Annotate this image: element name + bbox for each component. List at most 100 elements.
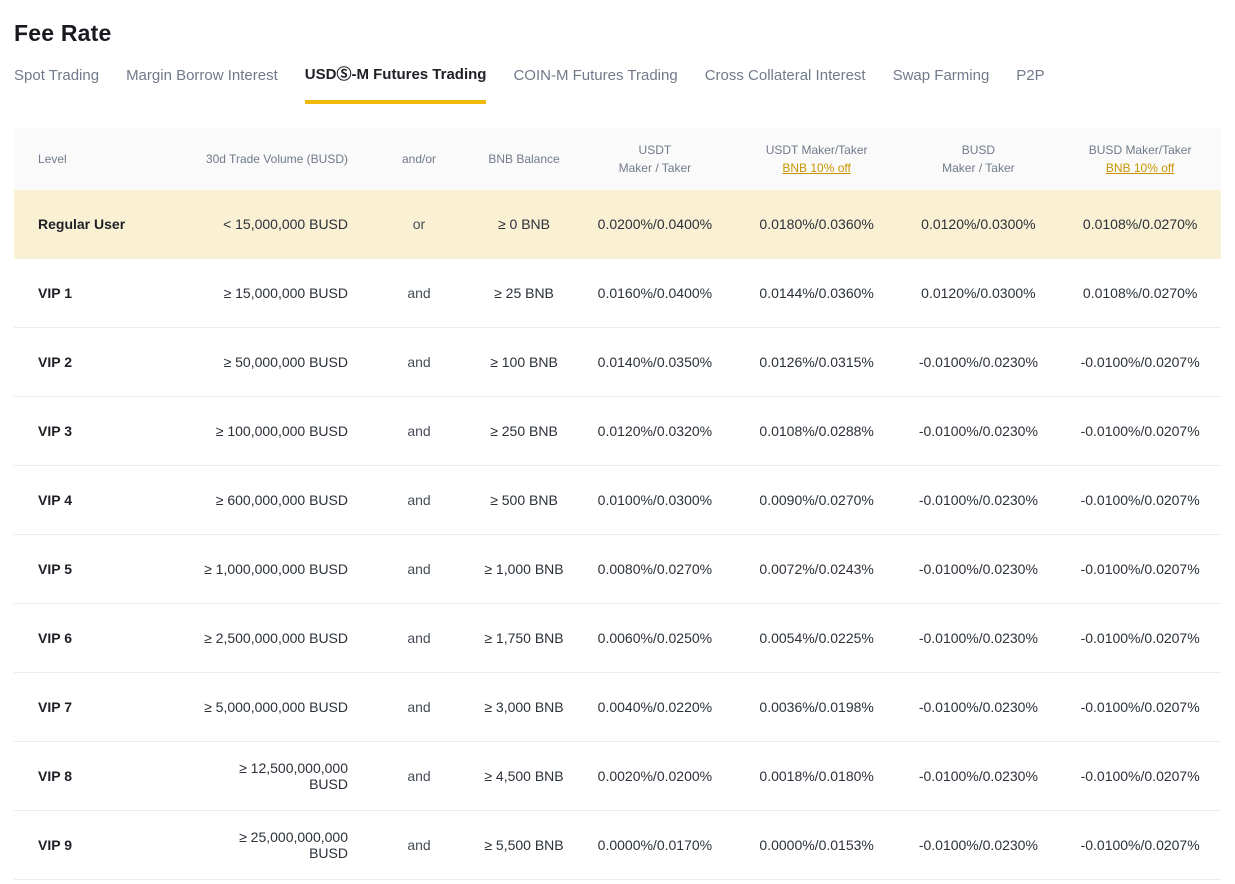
cell-trade-volume: ≥ 2,500,000,000 BUSD	[204, 630, 348, 646]
cell-usdt-bnb-fee: 0.0090%/0.0270%	[759, 492, 874, 508]
cell-level: VIP 2	[38, 354, 72, 370]
usdt-bnb-discount-link[interactable]: BNB 10% off	[782, 161, 851, 175]
tab-label: Cross Collateral Interest	[704, 67, 866, 84]
cell-bnb-balance: ≥ 500 BNB	[490, 492, 558, 508]
cell-usdt-bnb-fee: 0.0072%/0.0243%	[759, 561, 874, 577]
cell-trade-volume: ≥ 15,000,000 BUSD	[223, 285, 348, 301]
table-row: Regular User < 15,000,000 BUSD or ≥ 0 BN…	[14, 190, 1221, 259]
table-row: VIP 2 ≥ 50,000,000 BUSD and ≥ 100 BNB 0.…	[14, 328, 1221, 397]
cell-andor: and	[407, 354, 431, 370]
header-usdt-line1: USDT	[638, 143, 672, 157]
header-busd-bnb-line1: BUSD Maker/Taker	[1088, 143, 1192, 157]
cell-level: VIP 3	[38, 423, 72, 439]
table-row: VIP 8 ≥ 12,500,000,000 BUSD and ≥ 4,500 …	[14, 742, 1221, 811]
header-andor: and/or	[401, 152, 437, 166]
tab-swap-farming[interactable]: Swap Farming	[893, 67, 990, 104]
cell-andor: and	[407, 492, 431, 508]
tab-usd-m-futures-trading[interactable]: USDⓈ-M Futures Trading	[304, 63, 487, 104]
cell-busd-fee: -0.0100%/0.0230%	[918, 354, 1038, 370]
tab-coin-m-futures-trading[interactable]: COIN-M Futures Trading	[513, 67, 677, 104]
cell-bnb-balance: ≥ 25 BNB	[494, 285, 554, 301]
table-row: VIP 5 ≥ 1,000,000,000 BUSD and ≥ 1,000 B…	[14, 535, 1221, 604]
cell-usdt-fee: 0.0020%/0.0200%	[597, 768, 713, 784]
cell-andor: and	[407, 768, 431, 784]
cell-busd-bnb-fee: -0.0100%/0.0207%	[1080, 423, 1200, 439]
cell-trade-volume: ≥ 25,000,000,000 BUSD	[239, 829, 348, 861]
cell-level: VIP 6	[38, 630, 72, 646]
cell-bnb-balance: ≥ 4,500 BNB	[484, 768, 564, 784]
cell-trade-volume: < 15,000,000 BUSD	[223, 216, 348, 232]
tab-label: COIN-M Futures Trading	[513, 67, 678, 84]
table-body: Regular User < 15,000,000 BUSD or ≥ 0 BN…	[14, 190, 1221, 880]
page-title: Fee Rate	[14, 20, 112, 46]
cell-level: VIP 7	[38, 699, 72, 715]
cell-usdt-fee: 0.0160%/0.0400%	[597, 285, 713, 301]
tab-margin-borrow-interest[interactable]: Margin Borrow Interest	[126, 67, 278, 104]
cell-bnb-balance: ≥ 250 BNB	[490, 423, 558, 439]
cell-busd-fee: -0.0100%/0.0230%	[918, 630, 1038, 646]
cell-busd-bnb-fee: -0.0100%/0.0207%	[1080, 561, 1200, 577]
cell-level: Regular User	[38, 216, 126, 232]
tab-spot-trading[interactable]: Spot Trading	[14, 67, 99, 104]
cell-trade-volume: ≥ 50,000,000 BUSD	[223, 354, 348, 370]
cell-andor: or	[412, 216, 426, 232]
tab-cross-collateral-interest[interactable]: Cross Collateral Interest	[705, 67, 866, 104]
cell-bnb-balance: ≥ 1,000 BNB	[484, 561, 564, 577]
table-header-row: Level 30d Trade Volume (BUSD) and/or BNB…	[14, 128, 1221, 190]
header-bnb-balance: BNB Balance	[488, 152, 560, 166]
table-row: VIP 1 ≥ 15,000,000 BUSD and ≥ 25 BNB 0.0…	[14, 259, 1221, 328]
cell-busd-bnb-fee: -0.0100%/0.0207%	[1080, 699, 1200, 715]
header-usdt-bnb-fee: USDT Maker/Taker BNB 10% off	[736, 141, 898, 177]
cell-usdt-fee: 0.0060%/0.0250%	[597, 630, 713, 646]
table-row: VIP 4 ≥ 600,000,000 BUSD and ≥ 500 BNB 0…	[14, 466, 1221, 535]
cell-busd-bnb-fee: -0.0100%/0.0207%	[1080, 768, 1200, 784]
cell-usdt-fee: 0.0080%/0.0270%	[597, 561, 713, 577]
header-busd-line1: BUSD	[961, 143, 996, 157]
table-row: VIP 3 ≥ 100,000,000 BUSD and ≥ 250 BNB 0…	[14, 397, 1221, 466]
cell-bnb-balance: ≥ 1,750 BNB	[484, 630, 564, 646]
busd-bnb-discount-link[interactable]: BNB 10% off	[1105, 161, 1175, 175]
cell-trade-volume: ≥ 600,000,000 BUSD	[215, 492, 348, 508]
cell-usdt-fee: 0.0000%/0.0170%	[597, 837, 713, 853]
cell-level: VIP 8	[38, 768, 72, 784]
cell-busd-bnb-fee: -0.0100%/0.0207%	[1080, 492, 1200, 508]
cell-bnb-balance: ≥ 3,000 BNB	[484, 699, 564, 715]
header-busd-fee: BUSD Maker / Taker	[898, 141, 1060, 177]
cell-usdt-fee: 0.0100%/0.0300%	[597, 492, 713, 508]
tab-label: Swap Farming	[892, 67, 990, 84]
header-level: Level	[38, 152, 67, 166]
header-usdt-fee: USDT Maker / Taker	[574, 141, 736, 177]
table-row: VIP 9 ≥ 25,000,000,000 BUSD and ≥ 5,500 …	[14, 811, 1221, 880]
cell-busd-fee: -0.0100%/0.0230%	[918, 492, 1038, 508]
tab-label: Spot Trading	[14, 67, 100, 84]
cell-usdt-bnb-fee: 0.0036%/0.0198%	[759, 699, 874, 715]
tab-label: USDⓈ-M Futures Trading	[304, 66, 487, 83]
cell-busd-fee: 0.0120%/0.0300%	[921, 285, 1036, 301]
cell-andor: and	[407, 561, 431, 577]
cell-trade-volume: ≥ 12,500,000,000 BUSD	[239, 760, 348, 792]
tab-label: Margin Borrow Interest	[126, 67, 278, 84]
tab-p2p[interactable]: P2P	[1016, 67, 1044, 104]
cell-usdt-fee: 0.0040%/0.0220%	[597, 699, 713, 715]
cell-usdt-fee: 0.0200%/0.0400%	[597, 216, 713, 232]
header-usdt-bnb-line1: USDT Maker/Taker	[765, 143, 868, 157]
header-busd-line2: Maker / Taker	[942, 161, 1015, 175]
cell-trade-volume: ≥ 5,000,000,000 BUSD	[204, 699, 348, 715]
cell-usdt-bnb-fee: 0.0000%/0.0153%	[759, 837, 874, 853]
cell-busd-fee: 0.0120%/0.0300%	[921, 216, 1036, 232]
tabs: Spot Trading Margin Borrow Interest USDⓈ…	[14, 63, 1221, 104]
cell-busd-bnb-fee: -0.0100%/0.0207%	[1080, 630, 1200, 646]
cell-busd-bnb-fee: 0.0108%/0.0270%	[1082, 216, 1198, 232]
header-busd-bnb-fee: BUSD Maker/Taker BNB 10% off	[1059, 141, 1221, 177]
cell-trade-volume: ≥ 1,000,000,000 BUSD	[204, 561, 348, 577]
cell-andor: and	[407, 630, 431, 646]
cell-usdt-bnb-fee: 0.0018%/0.0180%	[759, 768, 874, 784]
cell-busd-bnb-fee: -0.0100%/0.0207%	[1080, 354, 1200, 370]
cell-busd-bnb-fee: 0.0108%/0.0270%	[1082, 285, 1198, 301]
cell-usdt-fee: 0.0140%/0.0350%	[597, 354, 713, 370]
header-usdt-line2: Maker / Taker	[618, 161, 692, 175]
cell-level: VIP 4	[38, 492, 72, 508]
cell-level: VIP 9	[38, 837, 72, 853]
cell-busd-bnb-fee: -0.0100%/0.0207%	[1080, 837, 1200, 853]
cell-level: VIP 5	[38, 561, 72, 577]
